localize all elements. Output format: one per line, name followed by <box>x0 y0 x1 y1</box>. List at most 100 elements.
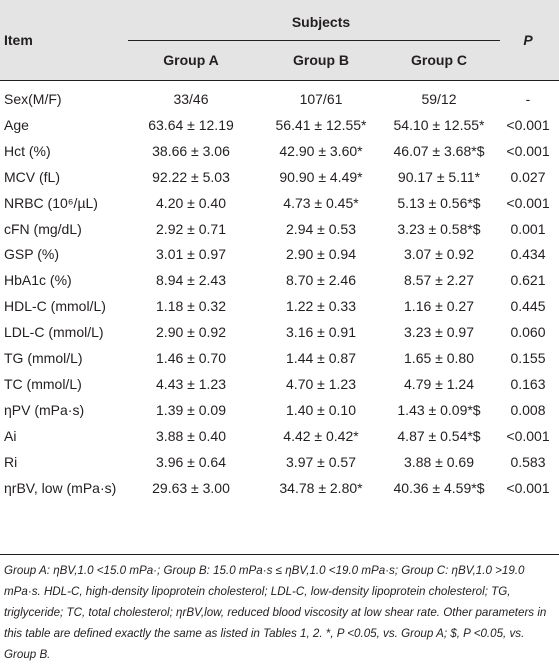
row-group-b: 8.70 ± 2.46 <box>286 272 356 289</box>
row-group-c: 3.23 ± 0.58*$ <box>397 220 481 237</box>
row-item: TC (mmol/L) <box>4 375 82 392</box>
row-group-c: 3.07 ± 0.92 <box>404 246 474 263</box>
row-group-a: 2.90 ± 0.92 <box>156 324 226 341</box>
row-group-a: 1.18 ± 0.32 <box>156 298 226 315</box>
table-row: Ai 3.88 ± 0.40 4.42 ± 0.42* 4.87 ± 0.54*$ <0… <box>0 424 559 450</box>
row-item: ηrBV, low (mPa·s) <box>4 479 117 496</box>
row-group-b: 4.73 ± 0.45* <box>283 194 359 211</box>
row-group-b: 4.70 ± 1.23 <box>286 375 356 392</box>
table-row: Ri 3.96 ± 0.64 3.97 ± 0.57 3.88 ± 0.69 0.583 <box>0 450 559 476</box>
row-item: Hct (%) <box>4 142 51 159</box>
table-row: LDL-C (mmol/L) 2.90 ± 0.92 3.16 ± 0.91 3.23… <box>0 320 559 346</box>
row-group-c: 8.57 ± 2.27 <box>404 272 474 289</box>
table-row: NRBC (10⁶/µL) 4.20 ± 0.40 4.73 ± 0.45* 5.13… <box>0 191 559 217</box>
table-row: ηrBV, low (mPa·s) 29.63 ± 3.00 34.78 ± 2.8… <box>0 476 559 502</box>
row-group-b: 1.44 ± 0.87 <box>286 350 356 366</box>
row-group-a: 3.88 ± 0.40 <box>156 427 226 444</box>
row-item: Sex(M/F) <box>4 91 62 107</box>
row-item: Ri <box>4 453 18 470</box>
row-group-c: 5.13 ± 0.56*$ <box>397 194 481 211</box>
row-group-a: 3.96 ± 0.64 <box>156 453 226 470</box>
row-item: Ai <box>4 427 17 444</box>
row-group-b: 107/61 <box>299 91 343 107</box>
row-group-b: 42.90 ± 3.60* <box>279 142 363 159</box>
table-row: HDL-C (mmol/L) 1.18 ± 0.32 1.22 ± 0.33 1.16… <box>0 294 559 320</box>
row-group-c: 54.10 ± 12.55* <box>393 116 485 133</box>
row-group-b: 34.78 ± 2.80* <box>279 479 363 496</box>
row-group-b: 2.90 ± 0.94 <box>286 246 356 263</box>
row-p: 0.027 <box>510 168 546 185</box>
row-group-c: 4.79 ± 1.24 <box>404 375 474 392</box>
row-p: 0.001 <box>510 220 546 237</box>
header-group-c: Group C <box>411 52 467 68</box>
row-group-c: 46.07 ± 3.68*$ <box>393 142 485 159</box>
row-item: Age <box>4 116 29 133</box>
row-group-b: 2.94 ± 0.53 <box>286 220 356 237</box>
table-row: TC (mmol/L) 4.43 ± 1.23 4.70 ± 1.23 4.79 ± … <box>0 372 559 398</box>
row-group-c: 3.23 ± 0.97 <box>404 324 474 341</box>
table-bottom-rule <box>0 554 559 555</box>
row-group-a: 33/46 <box>173 91 209 107</box>
row-group-b: 1.22 ± 0.33 <box>286 298 356 315</box>
table-row: HbA1c (%) 8.94 ± 2.43 8.70 ± 2.46 8.57 ± 2.… <box>0 268 559 294</box>
row-p: 0.621 <box>510 272 546 289</box>
row-item: HDL-C (mmol/L) <box>4 298 106 315</box>
row-p: - <box>525 91 531 107</box>
table-row: Hct (%) 38.66 ± 3.06 42.90 ± 3.60* 46.07 ± … <box>0 139 559 165</box>
row-group-a: 4.43 ± 1.23 <box>156 375 226 392</box>
row-group-a: 63.64 ± 12.19 <box>148 116 234 133</box>
row-p: <0.001 <box>506 194 550 211</box>
row-item: TG (mmol/L) <box>4 350 83 366</box>
row-group-a: 92.22 ± 5.03 <box>152 168 230 185</box>
row-p: 0.434 <box>510 246 546 263</box>
row-group-b: 1.40 ± 0.10 <box>286 401 356 418</box>
row-p: <0.001 <box>506 427 550 444</box>
row-group-a: 38.66 ± 3.06 <box>152 142 230 159</box>
row-group-a: 29.63 ± 3.00 <box>152 479 230 496</box>
header-subjects: Subjects <box>291 14 351 30</box>
row-group-c: 3.88 ± 0.69 <box>404 453 474 470</box>
row-group-b: 3.97 ± 0.57 <box>286 453 356 470</box>
row-group-c: 1.43 ± 0.09*$ <box>397 401 481 418</box>
row-group-a: 1.39 ± 0.09 <box>156 401 226 418</box>
table-row: Age 63.64 ± 12.19 56.41 ± 12.55* 54.10 ± 12… <box>0 113 559 139</box>
table-row: TG (mmol/L) 1.46 ± 0.70 1.44 ± 0.87 1.65 ± … <box>0 346 559 372</box>
table-row: Sex(M/F) 33/46 107/61 59/12 - <box>0 87 559 113</box>
row-group-b: 3.16 ± 0.91 <box>286 324 356 341</box>
table-row: cFN (mg/dL) 2.92 ± 0.71 2.94 ± 0.53 3.23 ± … <box>0 217 559 243</box>
row-p: <0.001 <box>506 116 550 133</box>
table-row: ηPV (mPa·s) 1.39 ± 0.09 1.40 ± 0.10 1.43 ± … <box>0 398 559 424</box>
row-p: <0.001 <box>506 479 550 496</box>
row-group-c: 4.87 ± 0.54*$ <box>397 427 481 444</box>
row-group-b: 4.42 ± 0.42* <box>283 427 359 444</box>
row-p: 0.163 <box>510 375 546 392</box>
row-p: 0.008 <box>510 401 546 418</box>
row-p: 0.060 <box>510 324 546 341</box>
row-item: ηPV (mPa·s) <box>4 401 85 418</box>
table-footnote: Group A: ηBV,1.0 <15.0 mPa·; Group B: 15… <box>4 564 547 661</box>
table-row: MCV (fL) 92.22 ± 5.03 90.90 ± 4.49* 90.17 ±… <box>0 165 559 191</box>
row-group-c: 90.17 ± 5.11* <box>397 168 481 185</box>
row-item: HbA1c (%) <box>4 272 72 289</box>
table-row: GSP (%) 3.01 ± 0.97 2.90 ± 0.94 3.07 ± 0.92… <box>0 242 559 268</box>
header-p: P <box>523 32 533 48</box>
row-item: LDL-C (mmol/L) <box>4 324 104 341</box>
row-item: cFN (mg/dL) <box>4 220 82 237</box>
row-group-c: 59/12 <box>421 91 457 107</box>
row-group-b: 56.41 ± 12.55* <box>275 116 367 133</box>
row-group-a: 1.46 ± 0.70 <box>156 350 226 366</box>
row-group-c: 1.16 ± 0.27 <box>404 298 474 315</box>
row-group-c: 1.65 ± 0.80 <box>404 350 474 366</box>
row-group-a: 2.92 ± 0.71 <box>156 220 226 237</box>
header-divider <box>128 40 500 41</box>
row-item: GSP (%) <box>4 246 59 263</box>
row-group-a: 3.01 ± 0.97 <box>156 246 226 263</box>
row-p: 0.583 <box>510 453 546 470</box>
row-group-b: 90.90 ± 4.49* <box>279 168 363 185</box>
row-p: 0.155 <box>510 350 546 366</box>
header-bottom-rule <box>0 80 559 81</box>
row-item: MCV (fL) <box>4 168 60 185</box>
row-group-a: 4.20 ± 0.40 <box>156 194 226 211</box>
row-item: NRBC (10⁶/µL) <box>4 194 98 211</box>
header-item: Item <box>4 32 33 48</box>
